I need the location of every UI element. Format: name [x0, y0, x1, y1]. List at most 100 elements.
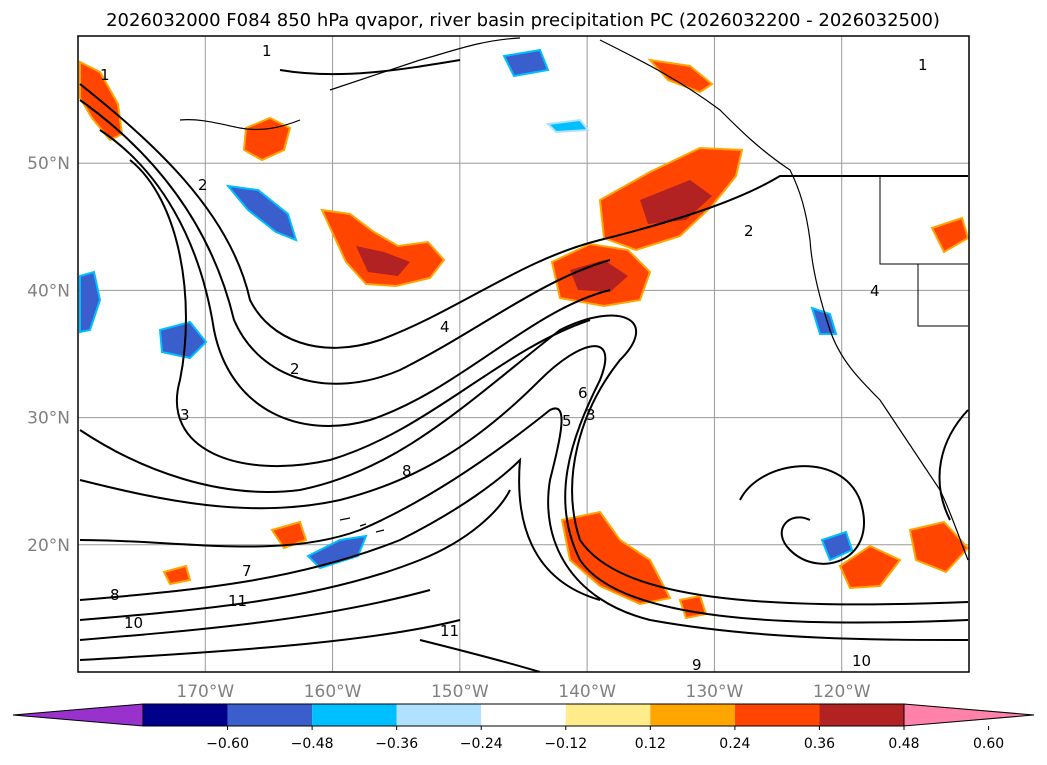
y-axis-ticks: 50°N 40°N 30°N 20°N	[27, 154, 70, 556]
contour-label: 5	[562, 412, 572, 430]
y-tick-label: 50°N	[27, 154, 70, 174]
contour-label: 2	[290, 360, 300, 378]
colorbar-tick-label: 0.60	[973, 736, 1004, 752]
colorbar-segment	[396, 704, 482, 726]
colorbar-segment	[819, 704, 904, 726]
contour-label: 2	[744, 222, 754, 240]
qvapor-contour	[79, 619, 461, 661]
x-tick-label: 130°W	[686, 682, 744, 702]
border-states	[879, 176, 968, 327]
qvapor-contours	[79, 59, 969, 672]
contour-label: 7	[242, 562, 252, 580]
qvapor-contour	[79, 83, 968, 349]
precip-region-baja	[838, 544, 902, 590]
y-tick-label: 20°N	[27, 536, 70, 556]
contour-label: 2	[198, 176, 208, 194]
contour-label: 10	[852, 652, 871, 670]
precip-region-mexico	[908, 520, 969, 574]
coastline-hawaii	[339, 517, 385, 533]
colorbar-segment	[312, 704, 397, 726]
x-tick-label: 160°W	[304, 682, 362, 702]
contour-label: 6	[578, 384, 588, 402]
colorbar-tick-label: 0.24	[719, 736, 750, 752]
precip-region-east-neg	[820, 530, 854, 562]
colorbar-tick-label: 0.48	[888, 736, 919, 752]
x-tick-label: 120°W	[813, 682, 871, 702]
precip-region-north-neg	[502, 48, 550, 78]
y-tick-label: 30°N	[27, 409, 70, 429]
qvapor-contour	[79, 345, 969, 624]
contour-label: 11	[228, 592, 247, 610]
colorbar: −0.60 −0.48 −0.36 −0.24 −0.12 0.12 0.24 0.36 0.4…	[12, 703, 1035, 752]
x-tick-label: 140°W	[558, 682, 616, 702]
borders	[782, 175, 968, 327]
colorbar-segment	[734, 704, 820, 726]
colorbar-segment	[481, 704, 566, 726]
colorbar-segment	[143, 704, 228, 726]
qvapor-contour	[938, 409, 969, 521]
coastline-alaska	[329, 37, 969, 561]
precip-region-west-small	[270, 520, 308, 550]
qvapor-contour	[79, 314, 969, 606]
contour-label: 4	[440, 318, 450, 336]
contour-label: 11	[440, 622, 459, 640]
precip-region-cal	[930, 216, 969, 254]
colorbar-extend-low	[12, 703, 144, 727]
y-tick-label: 40°N	[27, 281, 70, 301]
chart-title: 2026032000 F084 850 hPa qvapor, river ba…	[106, 10, 940, 31]
precip-region-gulf-neg	[545, 118, 590, 134]
colorbar-tick-label: −0.36	[375, 736, 418, 752]
precip-region-west-neg	[79, 270, 102, 334]
qvapor-contour	[129, 159, 591, 468]
qvapor-contour	[79, 589, 431, 641]
precip-region-east-small	[678, 594, 708, 620]
colorbar-tick-label: −0.48	[291, 736, 334, 752]
contour-label: 3	[180, 406, 190, 424]
x-tick-label: 150°W	[431, 682, 489, 702]
colorbar-extend-high	[903, 703, 1035, 727]
qvapor-contour	[79, 407, 969, 641]
map-panel: 1 1 2 2 2 3 3 4 4 5 6 7 8 8 9 10 10 11 1…	[78, 36, 969, 674]
contour-label: 1	[918, 56, 928, 74]
contour-labels: 1 1 2 2 2 3 3 4 4 5 6 7 8 8 9 10 10 11 1…	[100, 42, 928, 674]
precip-region-aleutian	[242, 116, 292, 162]
contour-label: 4	[870, 282, 880, 300]
colorbar-tick-label: −0.12	[544, 736, 587, 752]
colorbar-tick-label: −0.24	[460, 736, 503, 752]
x-tick-label: 170°W	[176, 682, 234, 702]
colorbar-tick-label: 0.36	[804, 736, 835, 752]
contour-label: 3	[586, 406, 596, 424]
colorbar-segment	[565, 704, 651, 726]
qvapor-contour	[79, 99, 611, 385]
precip-region-sw-small	[162, 564, 192, 586]
precip-region-gulf	[320, 208, 446, 288]
precip-region-alaska-coast	[647, 58, 714, 94]
colorbar-segment	[650, 704, 735, 726]
contour-label: 10	[124, 614, 143, 632]
colorbar-frame	[142, 703, 905, 727]
qvapor-contour	[279, 59, 461, 76]
contour-label: 1	[100, 66, 110, 84]
qvapor-contour	[79, 489, 511, 621]
qvapor-contour	[419, 639, 541, 672]
contour-label: 1	[262, 42, 272, 60]
coastline-aleutians	[179, 119, 301, 131]
qvapor-contour	[99, 129, 611, 427]
contour-label: 8	[110, 586, 120, 604]
colorbar-tick-label: −0.60	[206, 736, 249, 752]
precip-region-aleutian-neg	[225, 184, 298, 242]
qvapor-contour	[739, 465, 865, 565]
precip-negative-regions	[79, 48, 854, 570]
precip-region-gulf-core	[356, 246, 410, 276]
colorbar-segment	[227, 704, 313, 726]
coastlines	[179, 37, 969, 561]
map-frame	[77, 35, 970, 673]
precip-region-bc-plume-core	[640, 180, 712, 224]
qvapor-contour	[79, 457, 601, 601]
map-background	[78, 36, 969, 672]
colorbar-tick-label: 0.12	[635, 736, 666, 752]
x-axis-ticks: 170°W 160°W 150°W 140°W 130°W 120°W	[176, 682, 870, 702]
contour-label: 9	[692, 656, 702, 674]
contour-label: 8	[402, 462, 412, 480]
